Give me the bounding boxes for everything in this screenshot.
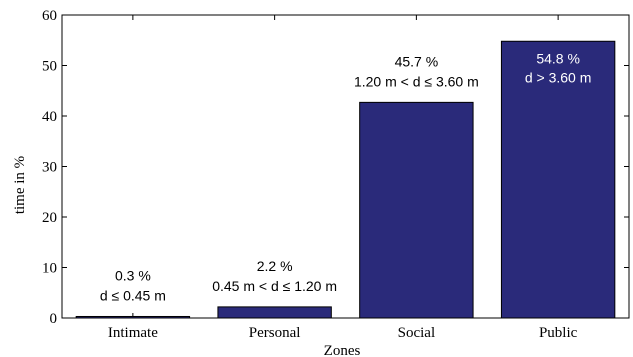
x-tick-label: Public [539, 325, 578, 341]
bar-value-label: 45.7 % [395, 53, 439, 69]
y-tick-label: 40 [42, 109, 57, 125]
bar-range-label: d ≤ 0.45 m [100, 287, 166, 303]
y-tick-label: 50 [42, 59, 57, 75]
y-axis-title: time in % [12, 156, 28, 214]
y-tick-label: 0 [50, 311, 58, 327]
x-tick-label: Personal [249, 325, 301, 341]
bar-social [359, 101, 474, 319]
y-tick-label: 60 [42, 8, 57, 24]
bar-range-label: 0.45 m < d ≤ 1.20 m [212, 278, 337, 294]
bar-intimate [75, 315, 191, 319]
y-tick-label: 10 [42, 261, 57, 277]
bar-personal [217, 306, 332, 319]
axes: 0 10 20 30 40 50 60 Intimate Personal Social Publi… [42, 8, 630, 341]
x-tick-label: Intimate [108, 325, 158, 341]
bar-value-label: 0.3 % [115, 267, 151, 283]
bar-labels: 0.3 % d ≤ 0.45 m 2.2 % 0.45 m < d ≤ 1.20 m 4… [100, 50, 592, 303]
x-axis-title: Zones [324, 343, 361, 357]
bar-public [500, 40, 616, 319]
y-tick-label: 30 [42, 160, 57, 176]
bars [75, 40, 616, 319]
bar-range-label: d > 3.60 m [525, 69, 592, 85]
y-tick-label: 20 [42, 210, 57, 226]
bar-value-label: 54.8 % [536, 50, 580, 66]
bar-range-label: 1.20 m < d ≤ 3.60 m [354, 73, 479, 89]
bar-value-label: 2.2 % [257, 258, 293, 274]
x-tick-label: Social [398, 325, 436, 341]
